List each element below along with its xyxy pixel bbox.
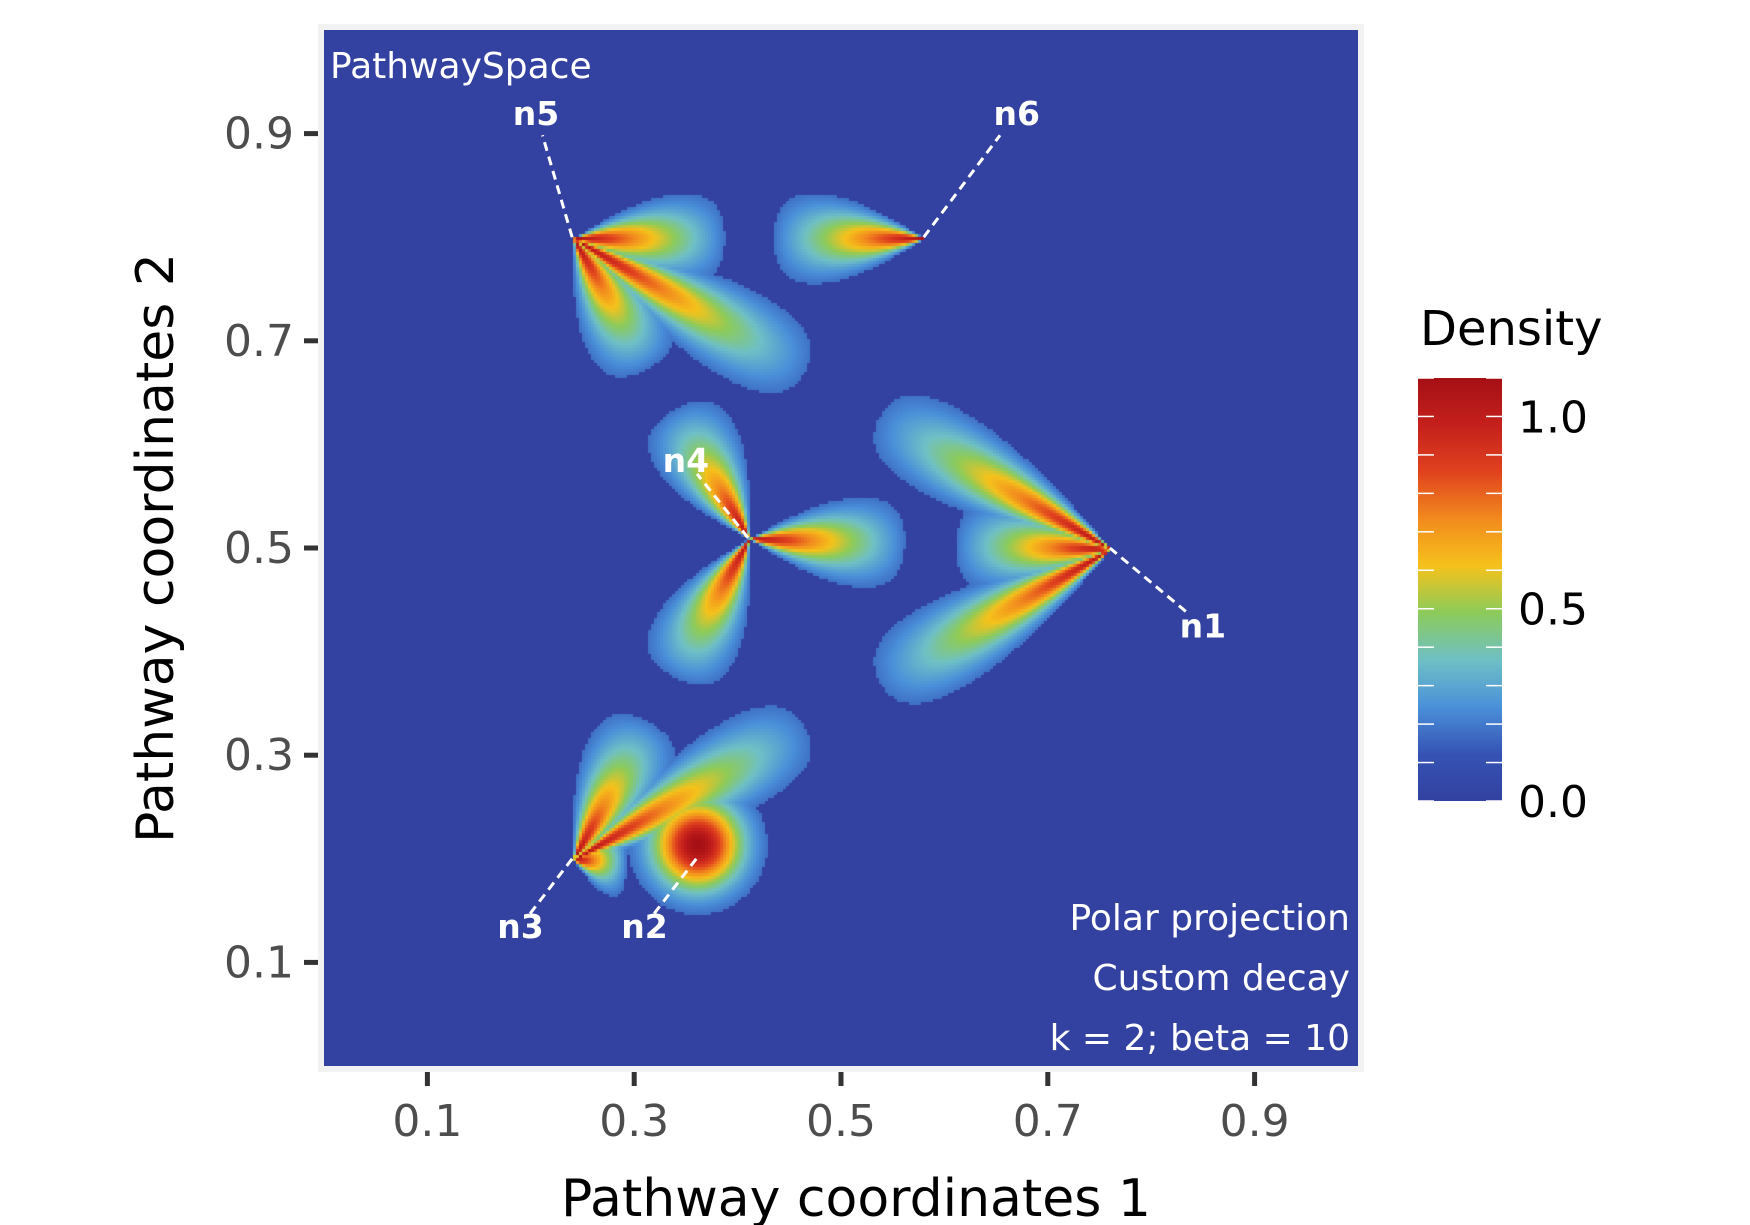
node-leader-line [541,134,574,238]
y-axis-title: Pathway coordinates 2 [126,253,186,843]
annotation-projection: Polar projection [1069,898,1350,939]
y-axis: 0.1 0.3 0.5 0.7 0.9 [224,109,318,988]
node-label-n4: n4 [663,441,709,480]
annotation-decay: Custom decay [1092,958,1350,999]
node-label-n6: n6 [994,94,1040,133]
y-tick-label: 0.3 [224,730,294,781]
x-axis: 0.1 0.3 0.5 0.7 0.9 [392,1072,1290,1147]
node-leader-line [922,134,1002,239]
legend-tick-label: 0.0 [1518,777,1588,828]
y-tick-label: 0.9 [224,109,294,160]
x-tick-label: 0.1 [392,1096,462,1147]
y-tick-label: 0.7 [224,316,294,367]
y-tick-label: 0.1 [224,937,294,988]
x-tick-label: 0.5 [806,1096,876,1147]
node-label-n1: n1 [1180,607,1226,646]
panel-tag: PathwaySpace [330,46,592,87]
heatmap-area [324,30,1358,1066]
x-tick-label: 0.9 [1220,1096,1290,1147]
x-axis-title: Pathway coordinates 1 [561,1169,1151,1225]
node-label-n3: n3 [497,907,543,946]
node-label-n5: n5 [513,94,559,133]
x-tick-label: 0.3 [599,1096,669,1147]
x-tick-label: 0.7 [1013,1096,1083,1147]
node-leader-line [1108,546,1188,613]
legend-ticks: 1.0 0.5 0.0 [1418,377,1588,828]
node-annotations: n1 n2 n3 n4 n5 n6 [497,94,1226,946]
node-leader-line [695,472,750,539]
annotation-parameters: k = 2; beta = 10 [1050,1018,1350,1059]
y-tick-label: 0.5 [224,523,294,574]
node-leader-line [652,857,698,915]
legend: Density 1.0 0.5 0.0 [1418,301,1602,828]
legend-tick-label: 1.0 [1518,392,1588,443]
density-heatmap [324,30,1358,1066]
legend-colorbar [1418,378,1502,801]
node-leader-line [528,857,574,915]
legend-title: Density [1420,301,1602,357]
node-label-n2: n2 [621,907,667,946]
legend-tick-label: 0.5 [1518,585,1588,636]
